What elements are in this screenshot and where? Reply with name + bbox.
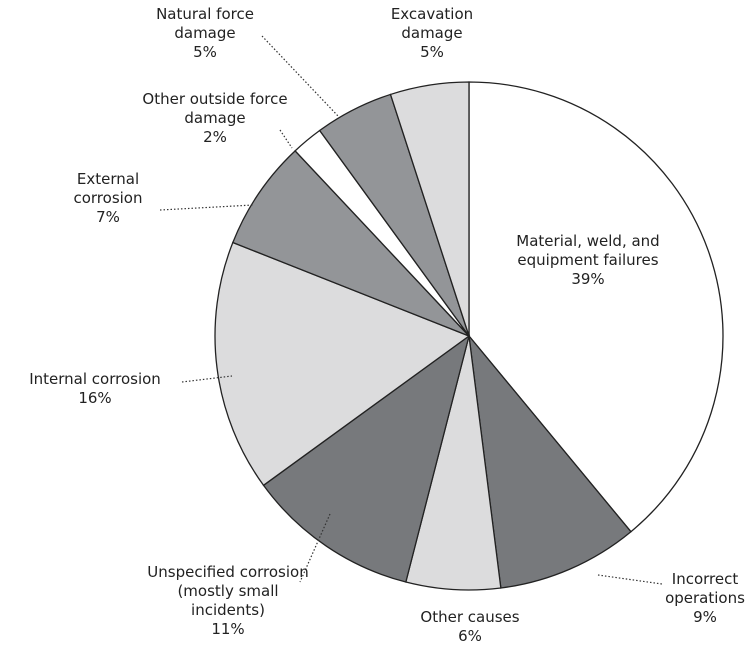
value-label: 11%: [211, 620, 245, 638]
value-label: 39%: [571, 270, 605, 288]
pie-slice: [214, 241, 471, 487]
value-label: 6%: [458, 627, 482, 645]
leader-line: [261, 35, 339, 117]
slice-label: Natural force damage 5%: [130, 5, 280, 62]
leader-line: [159, 204, 254, 211]
category: Material, weld, and equipment failures: [516, 232, 660, 269]
value-label: 9%: [693, 608, 717, 626]
pie-slice: [262, 334, 471, 583]
category: Other outside force damage: [142, 90, 288, 127]
slice-label: Excavation damage 5%: [372, 5, 492, 62]
value-label: 7%: [96, 208, 120, 226]
slice-label: External corrosion 7%: [53, 170, 163, 227]
category: Excavation damage: [390, 5, 474, 42]
value-label: 5%: [420, 43, 444, 61]
category: Internal corrosion: [29, 370, 161, 388]
leader-line: [279, 129, 293, 149]
category: External corrosion: [73, 170, 143, 207]
leader-line: [597, 574, 663, 585]
category: Unspecified corrosion (mostly small inci…: [147, 563, 309, 619]
slice-label: Incorrect operations 9%: [655, 570, 755, 627]
leader-line: [181, 375, 233, 383]
value-label: 5%: [193, 43, 217, 61]
value-label: 16%: [78, 389, 112, 407]
pie-slice: [468, 81, 724, 533]
category: Other causes: [420, 608, 520, 626]
slice-label: Material, weld, and equipment failures 39…: [503, 232, 673, 289]
slice-label: Internal corrosion 16%: [0, 370, 190, 408]
pie-slice: [389, 81, 470, 337]
slice-label: Other causes 6%: [410, 608, 530, 646]
category: Incorrect operations: [665, 570, 745, 607]
category: Natural force damage: [156, 5, 254, 42]
pie-slice: [231, 149, 470, 337]
slice-label: Unspecified corrosion (mostly small inci…: [143, 563, 313, 639]
pie-slice: [468, 333, 632, 589]
slice-label: Other outside force damage 2%: [140, 90, 290, 147]
value-label: 2%: [203, 128, 227, 146]
